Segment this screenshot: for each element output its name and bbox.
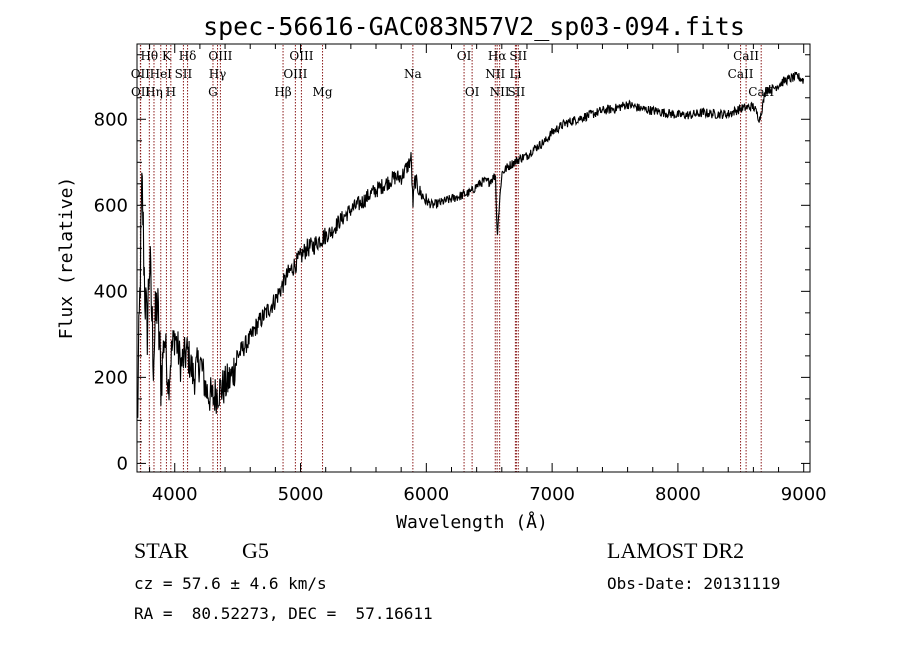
line-label: Hθ (140, 49, 158, 63)
line-label: Hγ (209, 67, 227, 81)
line-label: Hβ (274, 85, 291, 99)
x-tick-label: 6000 (403, 484, 449, 505)
x-tick-label: 4000 (152, 484, 198, 505)
line-label: OII (131, 85, 151, 99)
line-label: OI (465, 85, 480, 99)
line-label: G (208, 85, 218, 99)
y-axis-label: Flux (relative) (56, 177, 77, 340)
line-label: SII (509, 49, 527, 63)
y-tick-label: 400 (94, 281, 128, 302)
survey-name: LAMOST DR2 (607, 538, 745, 563)
x-tick-label: 7000 (529, 484, 575, 505)
line-label: NII (485, 67, 505, 81)
y-tick-label: 0 (117, 453, 128, 474)
line-label: H (166, 85, 176, 99)
line-label: OIII (289, 49, 313, 63)
line-label: SII (508, 85, 526, 99)
observation-date: Obs-Date: 20131119 (607, 574, 781, 593)
y-tick-label: 200 (94, 367, 128, 388)
y-tick-label: 800 (94, 109, 128, 130)
object-subclass: G5 (242, 538, 269, 563)
emission-line-markers (139, 45, 762, 472)
spectrum-series-line (137, 71, 805, 419)
object-class: STAR (134, 538, 189, 563)
x-tick-label: 5000 (278, 484, 324, 505)
line-label: HeI (150, 67, 173, 81)
line-label: Hδ (179, 49, 197, 63)
plot-frame (136, 43, 811, 473)
line-label: OII (131, 67, 151, 81)
coordinates-readout: RA = 80.52273, DEC = 57.16611 (134, 604, 433, 623)
line-label: OI (457, 49, 472, 63)
x-tick-label: 8000 (655, 484, 701, 505)
x-axis-label: Wavelength (Å) (396, 511, 548, 533)
line-label: K (162, 49, 172, 63)
line-label: CaII (733, 49, 759, 63)
y-tick-label: 600 (94, 195, 128, 216)
x-tick-label: 9000 (781, 484, 827, 505)
line-label: OIII (208, 49, 232, 63)
chart-title: spec-56616-GAC083N57V2_sp03-094.fits (203, 12, 745, 41)
line-label: Mg (313, 85, 333, 99)
line-label: CaII (728, 67, 754, 81)
line-label: Li (509, 67, 521, 81)
line-label: NII (490, 85, 510, 99)
axis-ticks: 4000 5000 6000 7000 8000 9000 0 200 400 600 800 (94, 44, 827, 505)
line-label: Hα (488, 49, 507, 63)
line-label: Hη (145, 85, 163, 99)
line-label: OIII (283, 67, 307, 81)
line-label: Na (404, 67, 422, 81)
redshift-readout: cz = 57.6 ± 4.6 km/s (134, 574, 327, 593)
line-label: SII (175, 67, 193, 81)
